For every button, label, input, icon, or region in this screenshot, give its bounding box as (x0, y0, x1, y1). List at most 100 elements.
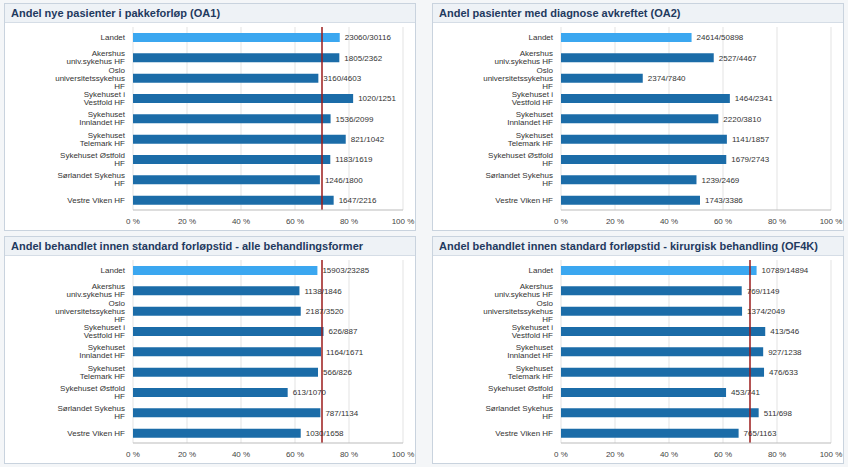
svg-text:1464/2341: 1464/2341 (735, 94, 773, 103)
svg-text:1239/2469: 1239/2469 (701, 176, 739, 185)
svg-text:787/1134: 787/1134 (325, 409, 358, 418)
svg-text:1138/1846: 1138/1846 (304, 287, 342, 296)
svg-text:10789/14894: 10789/14894 (762, 266, 809, 275)
svg-text:40 %: 40 % (660, 217, 678, 226)
svg-text:80 %: 80 % (768, 217, 786, 226)
svg-text:SykehusetTelemark HF: SykehusetTelemark HF (80, 131, 126, 148)
svg-text:100 %: 100 % (820, 450, 840, 459)
svg-text:765/1163: 765/1163 (744, 429, 777, 438)
svg-text:OslouniversitetssykehusHF: OslouniversitetssykehusHF (483, 66, 553, 91)
svg-text:SykehusetTelemark HF: SykehusetTelemark HF (508, 364, 554, 381)
svg-text:40 %: 40 % (660, 450, 678, 459)
svg-text:SykehusetTelemark HF: SykehusetTelemark HF (508, 131, 554, 148)
svg-text:20 %: 20 % (178, 217, 196, 226)
svg-text:453/741: 453/741 (731, 388, 760, 397)
svg-text:40 %: 40 % (232, 217, 250, 226)
svg-text:23060/30116: 23060/30116 (345, 33, 392, 42)
svg-text:1020/1251: 1020/1251 (358, 94, 396, 103)
svg-text:Sykehuset iVestfold HF: Sykehuset iVestfold HF (84, 90, 126, 107)
svg-text:OslouniversitetssykehusHF: OslouniversitetssykehusHF (483, 299, 553, 324)
svg-text:SykehusetInnlandet HF: SykehusetInnlandet HF (507, 343, 554, 360)
svg-text:626/887: 626/887 (329, 327, 358, 336)
svg-text:Landet: Landet (101, 266, 126, 275)
svg-text:20 %: 20 % (178, 450, 196, 459)
svg-text:769/1149: 769/1149 (747, 287, 780, 296)
svg-text:Vestre Viken HF: Vestre Viken HF (67, 429, 125, 438)
svg-text:2527/4467: 2527/4467 (719, 54, 757, 63)
svg-text:Akershusuniv.sykehus HF: Akershusuniv.sykehus HF (494, 282, 553, 299)
svg-text:1141/1857: 1141/1857 (732, 135, 770, 144)
svg-text:Vestre Viken HF: Vestre Viken HF (495, 196, 553, 205)
svg-text:Sykehuset ØstfoldHF: Sykehuset ØstfoldHF (488, 151, 553, 168)
svg-text:0 %: 0 % (126, 450, 140, 459)
svg-text:2220/3810: 2220/3810 (723, 115, 761, 124)
svg-text:Sørlandet SykehusHF: Sørlandet SykehusHF (485, 171, 553, 188)
svg-text:1374/2049: 1374/2049 (747, 307, 785, 316)
svg-text:20 %: 20 % (606, 217, 624, 226)
svg-text:Sørlandet SykehusHF: Sørlandet SykehusHF (57, 171, 125, 188)
svg-text:476/633: 476/633 (769, 368, 798, 377)
svg-text:2187/3520: 2187/3520 (306, 307, 344, 316)
svg-text:2374/7840: 2374/7840 (648, 74, 686, 83)
svg-text:Sykehuset iVestfold HF: Sykehuset iVestfold HF (512, 90, 554, 107)
svg-text:Vestre Viken HF: Vestre Viken HF (67, 196, 125, 205)
svg-text:1743/3386: 1743/3386 (705, 196, 743, 205)
svg-text:413/546: 413/546 (770, 327, 799, 336)
svg-text:Akershusuniv.sykehus HF: Akershusuniv.sykehus HF (494, 49, 553, 66)
svg-text:40 %: 40 % (232, 450, 250, 459)
svg-text:SykehusetInnlandet HF: SykehusetInnlandet HF (79, 110, 126, 127)
html-text:Andel pasienter med diagnose a: Andel pasienter med diagnose avkreftet (… (439, 7, 681, 19)
svg-text:24614/50898: 24614/50898 (697, 33, 744, 42)
svg-text:Sørlandet SykehusHF: Sørlandet SykehusHF (57, 404, 125, 421)
svg-text:100 %: 100 % (820, 217, 840, 226)
svg-text:100 %: 100 % (392, 450, 415, 459)
svg-text:566/826: 566/826 (323, 368, 352, 377)
svg-text:821/1042: 821/1042 (351, 135, 385, 144)
svg-text:1647/2216: 1647/2216 (339, 196, 377, 205)
svg-text:0 %: 0 % (554, 217, 568, 226)
svg-text:1183/1619: 1183/1619 (335, 155, 373, 164)
svg-text:Akershusuniv.sykehus HF: Akershusuniv.sykehus HF (66, 282, 125, 299)
svg-text:60 %: 60 % (286, 217, 304, 226)
html-text:Andel behandlet innen standard: Andel behandlet innen standard forløpsti… (11, 240, 363, 252)
svg-text:Sykehuset iVestfold HF: Sykehuset iVestfold HF (512, 323, 554, 340)
svg-text:Akershusuniv.sykehus HF: Akershusuniv.sykehus HF (66, 49, 125, 66)
svg-text:0 %: 0 % (554, 450, 568, 459)
html-text:Andel behandlet innen standard: Andel behandlet innen standard forløpsti… (439, 240, 818, 252)
svg-text:511/698: 511/698 (764, 409, 793, 418)
svg-text:100 %: 100 % (392, 217, 415, 226)
svg-text:3160/4603: 3160/4603 (323, 74, 361, 83)
svg-text:Landet: Landet (101, 33, 126, 42)
svg-text:1536/2099: 1536/2099 (336, 115, 374, 124)
svg-text:Sykehuset ØstfoldHF: Sykehuset ØstfoldHF (60, 151, 125, 168)
svg-text:60 %: 60 % (286, 450, 304, 459)
html-text:Andel nye pasienter i pakkefor: Andel nye pasienter i pakkeforløp (OA1) (11, 7, 221, 19)
svg-text:927/1238: 927/1238 (768, 348, 802, 357)
svg-text:OslouniversitetssykehusHF: OslouniversitetssykehusHF (55, 66, 125, 91)
svg-text:1679/2743: 1679/2743 (731, 155, 769, 164)
svg-text:SykehusetInnlandet HF: SykehusetInnlandet HF (79, 343, 126, 360)
svg-text:613/1070: 613/1070 (293, 388, 327, 397)
svg-text:Vestre Viken HF: Vestre Viken HF (495, 429, 553, 438)
svg-text:Sykehuset ØstfoldHF: Sykehuset ØstfoldHF (488, 384, 553, 401)
svg-text:Landet: Landet (529, 33, 554, 42)
svg-text:Sykehuset iVestfold HF: Sykehuset iVestfold HF (84, 323, 126, 340)
svg-text:Sørlandet SykehusHF: Sørlandet SykehusHF (485, 404, 553, 421)
svg-text:80 %: 80 % (340, 450, 358, 459)
svg-text:1030/1658: 1030/1658 (306, 429, 344, 438)
svg-text:15903/23285: 15903/23285 (322, 266, 369, 275)
svg-text:SykehusetTelemark HF: SykehusetTelemark HF (80, 364, 126, 381)
svg-text:Sykehuset ØstfoldHF: Sykehuset ØstfoldHF (60, 384, 125, 401)
svg-text:80 %: 80 % (340, 217, 358, 226)
svg-text:20 %: 20 % (606, 450, 624, 459)
svg-text:1246/1800: 1246/1800 (325, 176, 363, 185)
svg-text:0 %: 0 % (126, 217, 140, 226)
svg-text:Landet: Landet (529, 266, 554, 275)
svg-text:OslouniversitetssykehusHF: OslouniversitetssykehusHF (55, 299, 125, 324)
svg-text:60 %: 60 % (714, 450, 732, 459)
svg-text:1805/2362: 1805/2362 (344, 54, 382, 63)
svg-text:60 %: 60 % (714, 217, 732, 226)
svg-text:SykehusetInnlandet HF: SykehusetInnlandet HF (507, 110, 554, 127)
svg-text:1164/1671: 1164/1671 (326, 348, 364, 357)
svg-text:80 %: 80 % (768, 450, 786, 459)
